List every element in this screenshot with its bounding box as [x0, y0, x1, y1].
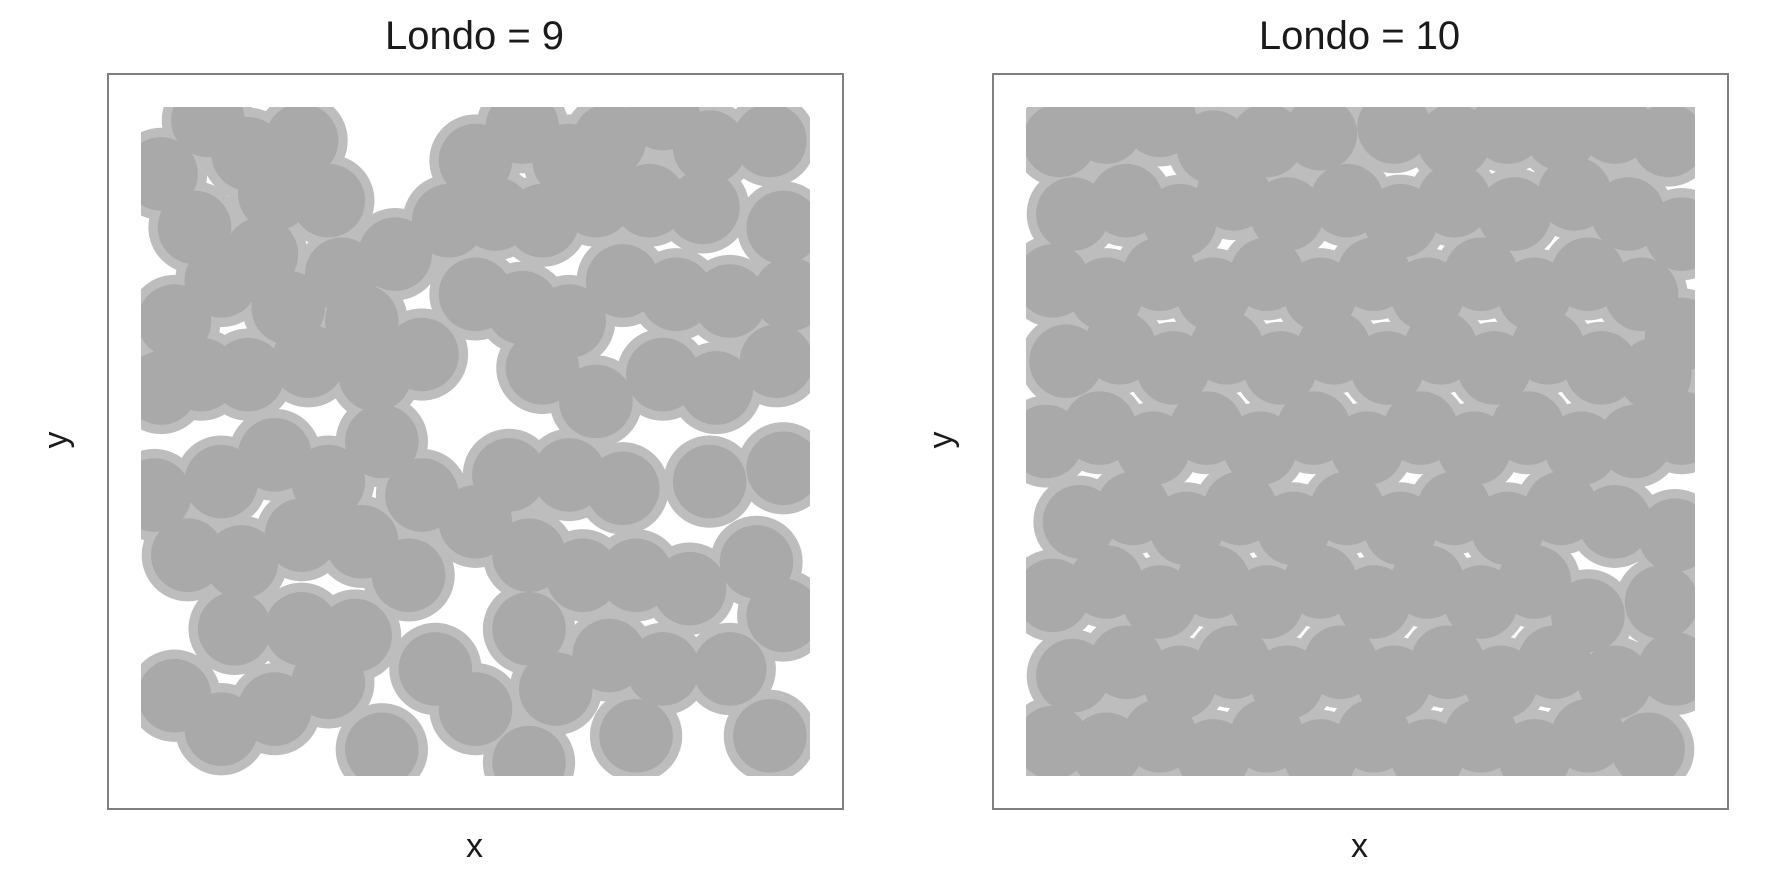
data-point — [545, 538, 620, 613]
data-point — [692, 264, 767, 338]
facet-panel-londo-9: Londo = 9 x y — [0, 0, 885, 885]
data-point — [141, 458, 192, 532]
data-point — [371, 538, 446, 613]
facet-title: Londo = 9 — [384, 14, 565, 58]
data-point — [739, 324, 810, 399]
data-point — [753, 257, 810, 332]
data-point — [612, 163, 687, 238]
data-point — [733, 107, 807, 178]
data-point — [559, 364, 633, 439]
x-axis-label: x — [1351, 827, 1368, 865]
data-point — [746, 578, 810, 653]
plot-area — [992, 73, 1729, 810]
data-point — [505, 331, 580, 405]
data-point — [1417, 163, 1491, 238]
data-point — [1544, 411, 1619, 485]
data-point — [1631, 107, 1695, 178]
data-point — [733, 699, 807, 773]
data-point — [271, 324, 346, 399]
data-point — [666, 170, 740, 245]
data-point — [1250, 177, 1324, 251]
facet-title: Londo = 10 — [1258, 14, 1461, 58]
data-point — [1624, 565, 1695, 639]
y-axis-label: y — [922, 431, 960, 449]
data-point — [291, 163, 366, 238]
data-point — [672, 444, 747, 519]
data-point — [345, 404, 419, 479]
data-point — [151, 518, 225, 593]
data-point — [211, 337, 285, 412]
data-point — [1551, 699, 1625, 773]
data-point — [1283, 107, 1358, 171]
data-point — [679, 351, 754, 425]
point-layer — [141, 107, 810, 776]
data-point — [264, 498, 339, 572]
data-point — [345, 712, 419, 776]
data-point — [264, 107, 339, 178]
data-point — [492, 592, 566, 666]
data-point — [639, 257, 713, 332]
data-point — [472, 438, 546, 512]
data-point — [746, 431, 810, 506]
data-point — [1577, 484, 1652, 559]
facet-panel-londo-10: Londo = 10 x y — [885, 0, 1770, 885]
data-point — [1638, 498, 1695, 572]
plot-area — [107, 73, 844, 810]
data-point — [1644, 391, 1695, 465]
data-point — [1564, 331, 1639, 405]
data-point — [385, 317, 459, 392]
data-point — [652, 551, 727, 626]
point-layer — [1026, 107, 1695, 776]
data-point — [204, 525, 279, 599]
data-point — [1611, 712, 1685, 776]
data-point — [1644, 197, 1695, 271]
data-point — [358, 217, 433, 291]
data-point — [599, 699, 673, 773]
data-point — [1497, 545, 1572, 619]
data-point — [492, 725, 566, 776]
data-point — [197, 592, 272, 666]
data-point — [626, 632, 700, 706]
scatter-plot — [1026, 107, 1695, 776]
data-point — [1357, 107, 1431, 164]
data-point — [585, 451, 660, 526]
data-point — [318, 598, 392, 673]
data-point — [438, 672, 513, 746]
scatter-plot — [141, 107, 810, 776]
y-axis-label: y — [37, 431, 75, 449]
data-point — [264, 592, 339, 666]
data-point — [1477, 177, 1552, 251]
data-point — [746, 190, 810, 265]
data-point — [672, 110, 747, 184]
x-axis-label: x — [466, 827, 483, 865]
data-point — [1470, 107, 1545, 164]
data-point — [1638, 632, 1695, 706]
data-point — [1517, 625, 1592, 700]
data-point — [518, 652, 593, 726]
data-point — [692, 632, 767, 706]
data-point — [559, 163, 633, 238]
